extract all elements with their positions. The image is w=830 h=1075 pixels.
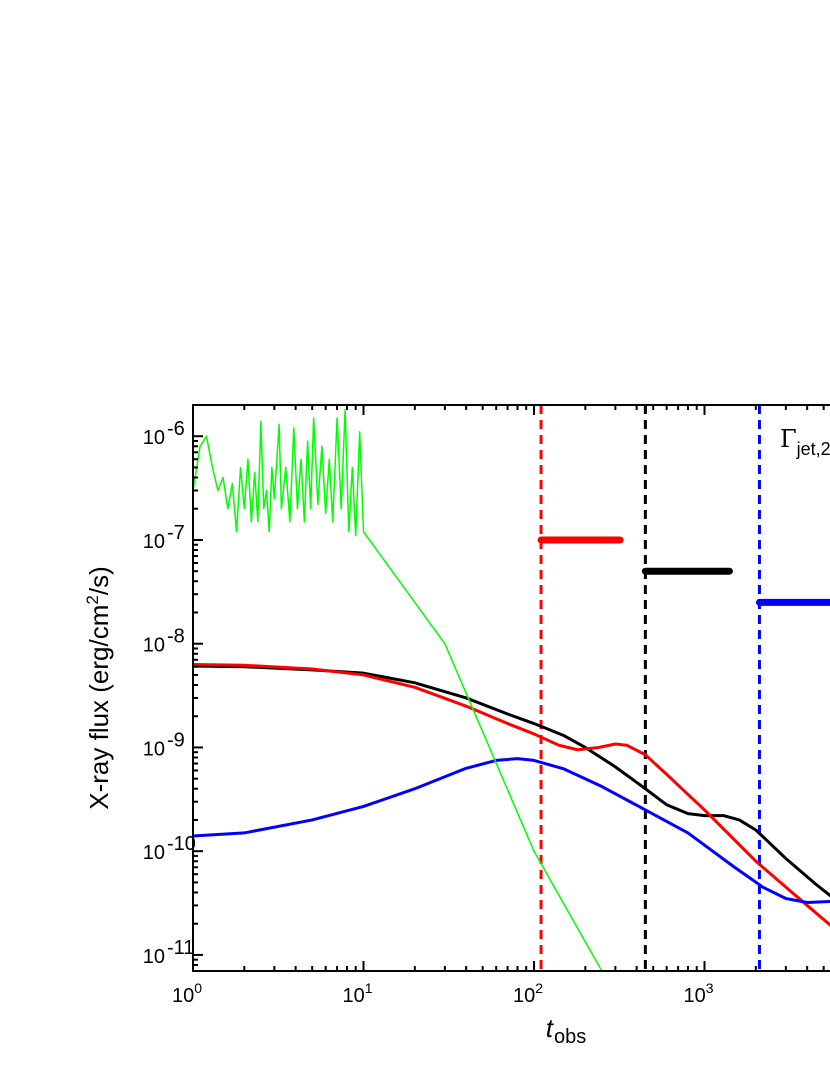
y-tick-label-exp: -6: [167, 418, 185, 440]
series-line-1: [193, 663, 830, 927]
y-tick-label-exp: -11: [167, 937, 194, 959]
y-tick-label-exp: -9: [167, 729, 185, 751]
y-axis-label: X-ray flux (erg/cm2/s): [83, 566, 114, 810]
y-tick-label: 10: [143, 531, 165, 553]
y-tick-label-exp: -7: [167, 522, 185, 544]
y-tick-label: 10: [143, 946, 165, 968]
x-tick-label: 101: [342, 980, 372, 1007]
plot-area: [193, 405, 830, 971]
series-line-3: [193, 409, 603, 971]
x-axis-label-sub: obs: [554, 1026, 586, 1048]
series-line-2: [193, 757, 830, 905]
gamma-annotation: Γjet,2: [780, 425, 830, 459]
series-line-0: [193, 664, 830, 898]
x-axis-label: t: [546, 1013, 555, 1043]
y-tick-label: 10: [143, 842, 165, 864]
y-tick-label: 10: [143, 427, 165, 449]
y-tick-label: 10: [143, 635, 165, 657]
y-tick-label-exp: -10: [167, 833, 196, 855]
x-tick-label: 103: [683, 980, 713, 1007]
axis-ticks: [192, 404, 825, 972]
svg-text:Γjet,2: Γjet,2: [780, 425, 830, 459]
plot-frame: [192, 404, 830, 972]
y-tick-label: 10: [143, 738, 165, 760]
x-tick-label: 100: [172, 980, 202, 1007]
x-tick-label: 102: [513, 980, 543, 1007]
y-tick-label-exp: -8: [167, 626, 185, 648]
